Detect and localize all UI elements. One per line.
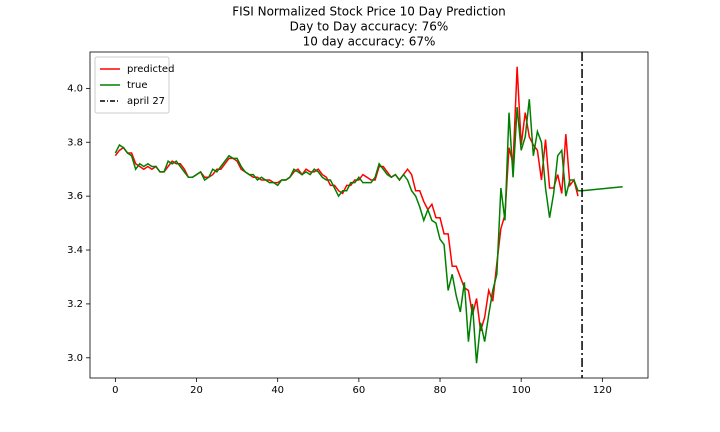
chart-subtitle: Day to Day accuracy: 76% <box>290 20 449 34</box>
line-series <box>114 99 623 364</box>
x-tick-label: 60 <box>352 385 365 396</box>
line-series <box>114 66 579 332</box>
y-tick-label: 3.2 <box>67 299 83 310</box>
x-tick-label: 20 <box>190 385 203 396</box>
y-tick-label: 3.4 <box>67 245 83 256</box>
x-tick-label: 0 <box>112 385 118 396</box>
chart-subtitle: 10 day accuracy: 67% <box>303 35 436 49</box>
y-tick-label: 3.6 <box>67 191 83 202</box>
x-tick-label: 80 <box>434 385 447 396</box>
chart-title: FISI Normalized Stock Price 10 Day Predi… <box>232 5 506 19</box>
y-tick-label: 4.0 <box>67 83 83 94</box>
legend-label: predicted <box>127 64 174 75</box>
axes-frame <box>89 51 649 379</box>
x-tick-label: 120 <box>593 385 612 396</box>
legend-label: april 27 <box>127 96 165 107</box>
legend-label: true <box>127 80 148 91</box>
y-tick-label: 3.0 <box>67 353 83 364</box>
x-tick-label: 100 <box>512 385 531 396</box>
y-tick-label: 3.8 <box>67 137 83 148</box>
legend-box <box>94 56 170 114</box>
x-tick-label: 40 <box>271 385 284 396</box>
